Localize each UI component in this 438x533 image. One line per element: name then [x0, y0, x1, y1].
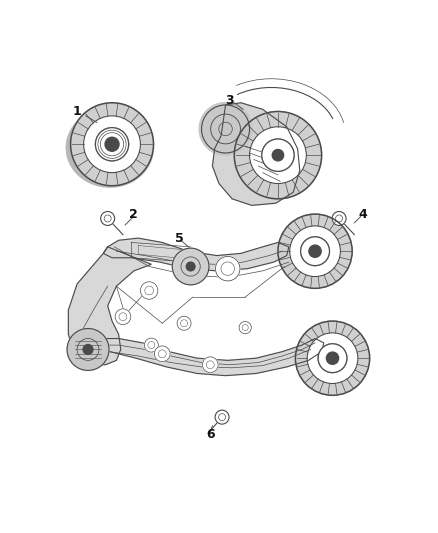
Text: 4: 4	[359, 208, 367, 221]
Circle shape	[105, 138, 119, 151]
Circle shape	[141, 282, 158, 299]
Text: 2: 2	[130, 208, 138, 221]
Circle shape	[318, 344, 346, 373]
Circle shape	[215, 256, 240, 281]
Circle shape	[332, 212, 346, 225]
Text: 6: 6	[206, 428, 215, 441]
Circle shape	[278, 214, 352, 288]
Circle shape	[84, 116, 140, 172]
Circle shape	[172, 248, 209, 285]
Circle shape	[290, 227, 340, 276]
Circle shape	[202, 357, 218, 373]
Circle shape	[262, 139, 294, 171]
Circle shape	[309, 245, 321, 257]
Circle shape	[234, 111, 321, 199]
Circle shape	[250, 127, 306, 183]
Circle shape	[326, 352, 339, 364]
Polygon shape	[103, 238, 289, 271]
Text: 3: 3	[226, 94, 234, 107]
Circle shape	[71, 103, 153, 185]
Circle shape	[154, 346, 170, 362]
Polygon shape	[68, 247, 151, 365]
Circle shape	[308, 333, 357, 383]
Circle shape	[96, 128, 128, 160]
Text: 1: 1	[73, 105, 81, 118]
Polygon shape	[212, 103, 300, 205]
Circle shape	[215, 410, 229, 424]
Polygon shape	[77, 338, 324, 376]
Circle shape	[239, 321, 251, 334]
Circle shape	[115, 309, 131, 325]
Circle shape	[301, 237, 329, 265]
Circle shape	[199, 102, 252, 156]
Circle shape	[101, 212, 115, 225]
Circle shape	[186, 262, 195, 271]
Circle shape	[83, 344, 93, 354]
Circle shape	[67, 328, 109, 370]
Circle shape	[295, 321, 370, 395]
Circle shape	[272, 149, 284, 161]
Circle shape	[145, 338, 158, 352]
Circle shape	[177, 316, 191, 330]
Text: 5: 5	[175, 232, 184, 245]
Ellipse shape	[66, 108, 153, 187]
